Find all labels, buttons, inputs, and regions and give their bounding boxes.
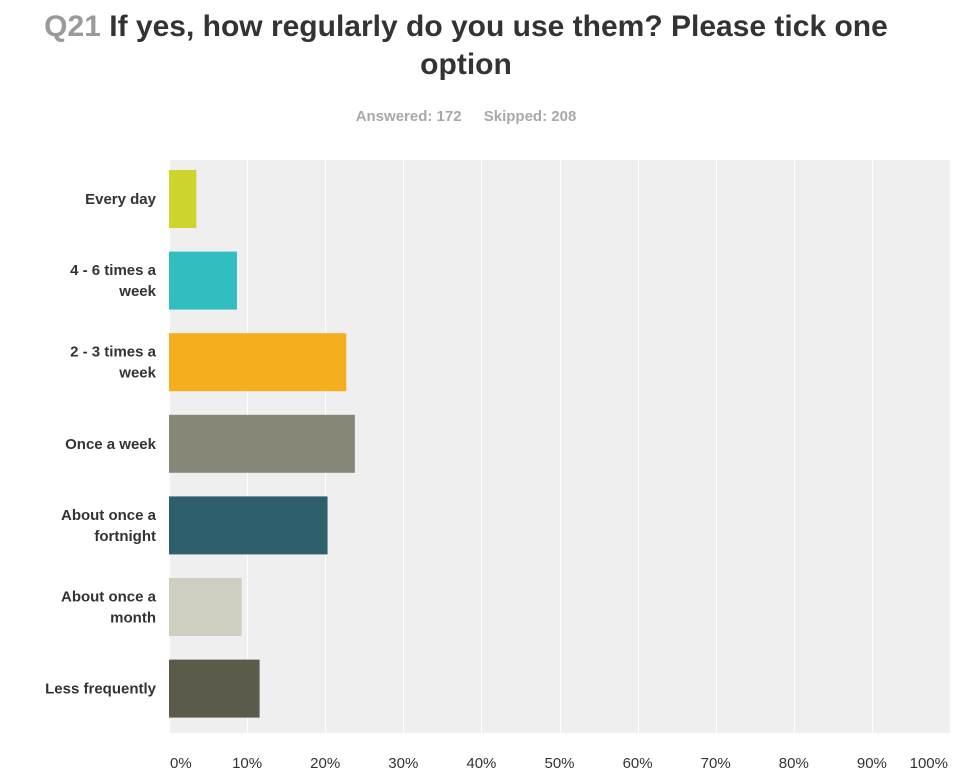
category-label: About once a <box>61 507 157 524</box>
category-label: week <box>118 283 156 300</box>
x-tick-label: 20% <box>310 755 340 772</box>
x-tick-label: 30% <box>388 755 418 772</box>
x-tick-label: 10% <box>232 755 262 772</box>
x-tick-label: 80% <box>779 755 809 772</box>
bar <box>169 659 260 718</box>
category-label: week <box>118 365 156 382</box>
question-text: If yes, how regularly do you use them? P… <box>109 10 888 81</box>
category-label: month <box>110 610 156 627</box>
response-stats: Answered: 172 Skipped: 208 <box>0 108 932 125</box>
x-tick-label: 100% <box>910 755 948 772</box>
category-label: 2 - 3 times a <box>70 344 157 361</box>
category-label: Once a week <box>65 436 157 453</box>
bar <box>169 170 197 228</box>
bar <box>169 496 328 555</box>
x-tick-label: 50% <box>544 755 574 772</box>
category-label: About once a <box>61 589 157 606</box>
category-label: 4 - 6 times a <box>70 262 157 279</box>
x-tick-label: 90% <box>857 755 887 772</box>
bar <box>169 414 355 473</box>
x-tick-label: 40% <box>466 755 496 772</box>
answered-count: Answered: 172 <box>355 108 462 125</box>
question-number: Q21 <box>44 10 101 43</box>
x-tick-label: 0% <box>170 755 192 772</box>
bar <box>169 578 242 636</box>
category-label: Every day <box>85 191 157 208</box>
x-tick-label: 60% <box>623 755 653 772</box>
bar <box>169 333 347 392</box>
bar <box>169 251 237 310</box>
category-label: Less frequently <box>45 681 157 698</box>
skipped-count: Skipped: 208 <box>483 108 577 125</box>
chart-title: Q21 If yes, how regularly do you use the… <box>0 8 932 84</box>
x-tick-label: 70% <box>701 755 731 772</box>
category-label: fortnight <box>94 528 156 545</box>
